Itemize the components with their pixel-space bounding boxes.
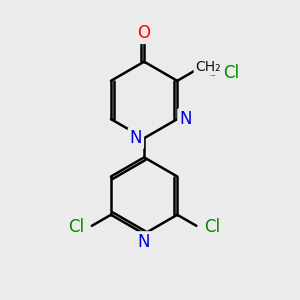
Text: N: N xyxy=(138,233,150,251)
Text: O: O xyxy=(138,24,151,42)
Text: Cl: Cl xyxy=(204,218,220,236)
Text: N: N xyxy=(130,129,142,147)
Text: N: N xyxy=(179,110,192,128)
Text: CH₂: CH₂ xyxy=(195,60,221,74)
Text: Cl: Cl xyxy=(68,218,85,236)
Text: Cl: Cl xyxy=(223,64,239,82)
